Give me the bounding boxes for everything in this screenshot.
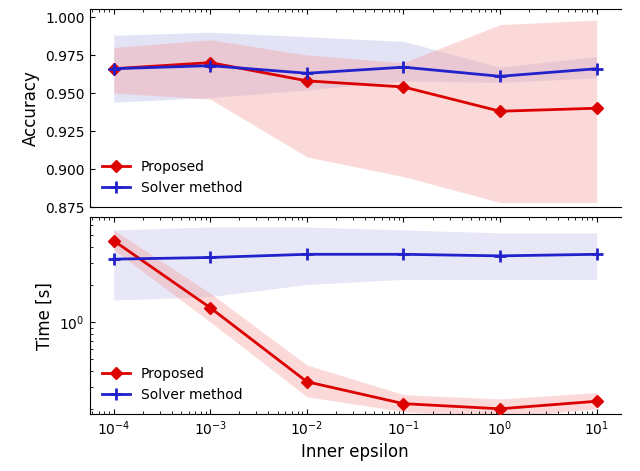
- Proposed: [496, 406, 504, 412]
- Proposed: [593, 106, 600, 111]
- Legend: Proposed, Solver method: Proposed, Solver method: [97, 361, 248, 407]
- Proposed: [496, 108, 504, 114]
- Solver method: [207, 255, 214, 260]
- Solver method: [110, 66, 118, 72]
- Proposed: [399, 84, 407, 90]
- Legend: Proposed, Solver method: Proposed, Solver method: [97, 154, 248, 200]
- Proposed: [303, 379, 311, 385]
- Solver method: [303, 71, 311, 76]
- Proposed: [399, 401, 407, 406]
- Proposed: [593, 398, 600, 404]
- Solver method: [110, 256, 118, 262]
- Solver method: [303, 252, 311, 257]
- Proposed: [110, 238, 118, 244]
- Solver method: [399, 252, 407, 257]
- Proposed: [207, 60, 214, 65]
- Solver method: [207, 63, 214, 68]
- Line: Proposed: Proposed: [109, 236, 601, 413]
- Solver method: [593, 252, 600, 257]
- Proposed: [207, 305, 214, 310]
- Solver method: [496, 253, 504, 259]
- Line: Proposed: Proposed: [109, 58, 601, 115]
- Y-axis label: Accuracy: Accuracy: [22, 70, 40, 146]
- Proposed: [303, 78, 311, 84]
- Solver method: [496, 73, 504, 79]
- Proposed: [110, 66, 118, 72]
- Y-axis label: Time [s]: Time [s]: [36, 282, 54, 349]
- Line: Solver method: Solver method: [108, 60, 602, 82]
- Line: Solver method: Solver method: [108, 249, 602, 265]
- Solver method: [593, 66, 600, 72]
- Solver method: [399, 65, 407, 70]
- X-axis label: Inner epsilon: Inner epsilon: [301, 444, 409, 462]
